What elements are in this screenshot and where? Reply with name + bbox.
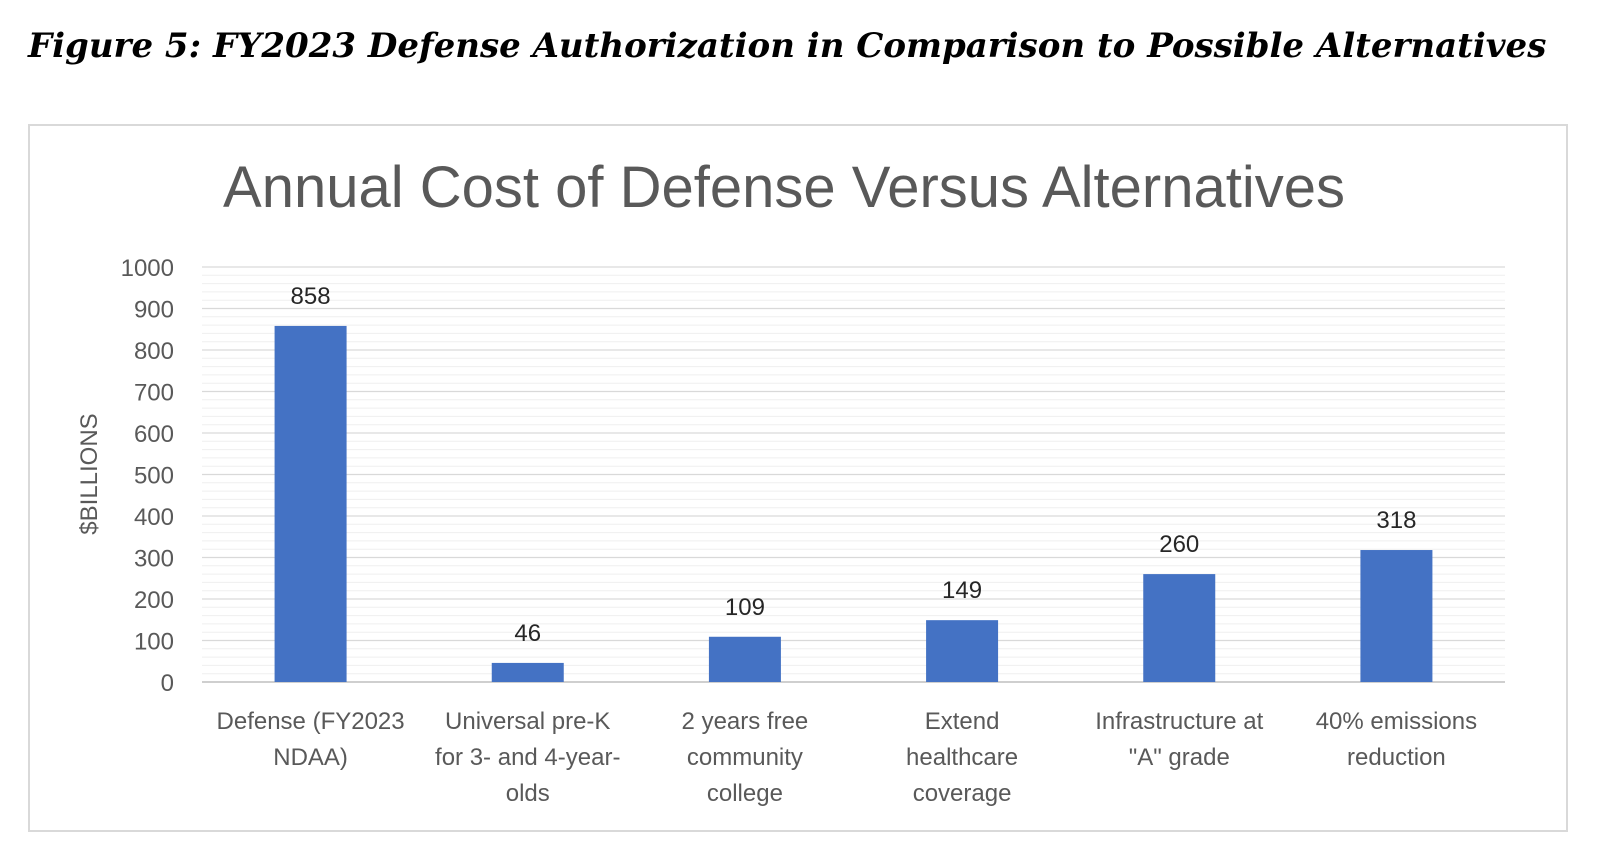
- category-label: 2 years free community college: [682, 708, 809, 807]
- y-tick-label: 600: [134, 421, 174, 448]
- grid-lines: [202, 266, 1505, 683]
- category-labels: Defense (FY2023 NDAA) Universal pre-K for 3…: [217, 708, 1478, 807]
- bar: [491, 662, 564, 682]
- category-label: Infrastructure at "A" grade: [1095, 708, 1263, 771]
- y-axis-label: $BILLIONS: [76, 413, 103, 534]
- category-label-line: for 3- and 4-year-: [435, 744, 620, 771]
- category-label-line: Infrastructure at: [1095, 708, 1263, 735]
- y-tick-label: 900: [134, 297, 174, 324]
- y-tick-label: 500: [134, 463, 174, 490]
- category-label-line: healthcare: [906, 744, 1018, 771]
- y-tick-label: 400: [134, 504, 174, 531]
- data-label: 46: [514, 620, 541, 647]
- category-label-line: reduction: [1347, 744, 1446, 771]
- y-tick-label: 0: [161, 670, 174, 697]
- y-tick-label: 200: [134, 587, 174, 614]
- data-label: 318: [1376, 507, 1416, 534]
- category-label-line: college: [707, 780, 783, 807]
- data-labels: 858 46 109 149 260 318: [291, 283, 1417, 647]
- category-label-line: "A" grade: [1129, 744, 1230, 771]
- category-label-line: olds: [506, 780, 550, 807]
- y-tick-label: 300: [134, 546, 174, 573]
- bar: [926, 620, 999, 682]
- bar: [1143, 574, 1216, 682]
- category-label-line: coverage: [913, 780, 1012, 807]
- figure-caption: Figure 5: FY2023 Defense Authorization i…: [28, 26, 1547, 66]
- category-label: Extend healthcare coverage: [906, 708, 1018, 807]
- category-label: Universal pre-K for 3- and 4-year-olds: [435, 708, 620, 807]
- bar: [274, 325, 347, 682]
- category-label-line: 2 years free: [682, 708, 809, 735]
- bar: [1360, 550, 1433, 682]
- category-label-line: Defense (FY2023: [217, 708, 405, 735]
- category-label: Defense (FY2023 NDAA): [217, 708, 405, 771]
- y-tick-label: 1000: [121, 255, 174, 282]
- chart-title: Annual Cost of Defense Versus Alternativ…: [223, 155, 1345, 220]
- bars: [274, 325, 1433, 682]
- category-label-line: 40% emissions: [1316, 708, 1477, 735]
- category-label-line: Extend: [925, 708, 1000, 735]
- y-axis-ticks: 0 100 200 300 400 500 600 700 800 900 1000: [121, 255, 174, 697]
- category-label: 40% emissions reduction: [1316, 708, 1477, 771]
- y-tick-label: 100: [134, 629, 174, 656]
- data-label: 260: [1159, 531, 1199, 558]
- y-tick-label: 700: [134, 380, 174, 407]
- data-label: 858: [291, 283, 331, 310]
- category-label-line: NDAA): [273, 744, 348, 771]
- data-label: 149: [942, 577, 982, 604]
- category-label-line: Universal pre-K: [445, 708, 610, 735]
- category-label-line: community: [687, 744, 803, 771]
- y-tick-label: 800: [134, 338, 174, 365]
- data-label: 109: [725, 594, 765, 621]
- bar: [708, 636, 781, 682]
